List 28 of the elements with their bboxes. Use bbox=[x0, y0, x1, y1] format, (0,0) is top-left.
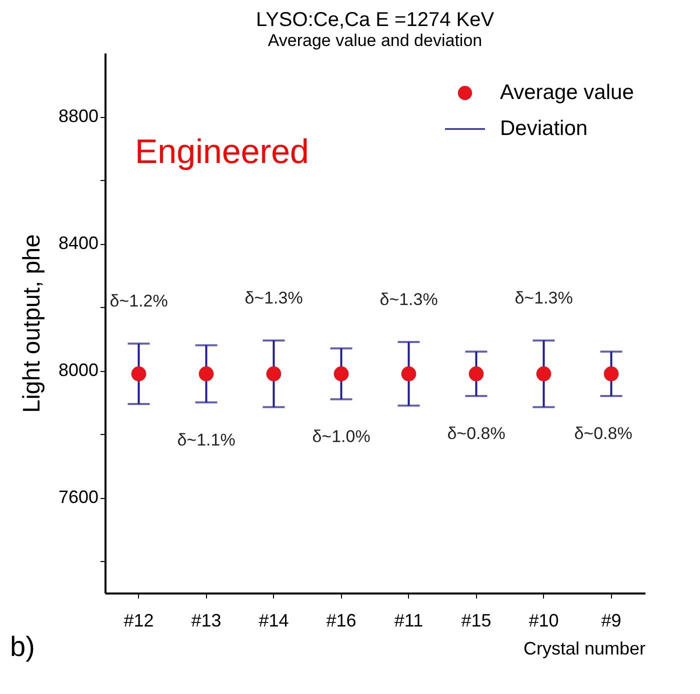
annotation: δ~1.3% bbox=[514, 288, 573, 308]
y-tick-label: 7600 bbox=[58, 487, 98, 508]
x-tick-label: #15 bbox=[461, 610, 492, 630]
y-tick-label: 8400 bbox=[58, 233, 98, 254]
x-tick-label: #13 bbox=[191, 610, 222, 630]
annotation: Deviation bbox=[500, 117, 588, 140]
annotation: Engineered bbox=[135, 133, 309, 171]
annotation: δ~1.3% bbox=[244, 288, 303, 308]
x-tick-label: #11 bbox=[394, 610, 424, 630]
annotation: δ~1.0% bbox=[312, 427, 370, 446]
text: b) bbox=[10, 631, 35, 662]
annotation: δ~0.8% bbox=[447, 424, 506, 444]
chart-title: LYSO:Ce,Ca E =1274 KeV bbox=[256, 9, 495, 31]
x-tick-label: #16 bbox=[326, 610, 356, 630]
y-tick-label: 8800 bbox=[58, 106, 98, 126]
annotation: δ~1.3% bbox=[380, 290, 438, 310]
x-tick-label: #12 bbox=[124, 610, 154, 630]
y-axis-title: Light output, phe bbox=[18, 234, 46, 413]
x-axis-title: Crystal number bbox=[523, 638, 646, 658]
annotation: δ~0.8% bbox=[574, 424, 632, 444]
annotation: δ~1.1% bbox=[177, 430, 236, 450]
chart-subtitle: Average value and deviation bbox=[268, 31, 482, 50]
annotation: δ~1.2% bbox=[110, 292, 168, 311]
x-tick-label: #9 bbox=[601, 610, 622, 630]
legend-label: Average value bbox=[500, 81, 634, 104]
y-tick-label: 8000 bbox=[58, 360, 98, 380]
x-tick-label: #14 bbox=[258, 610, 289, 630]
x-tick-label: #10 bbox=[528, 610, 559, 630]
